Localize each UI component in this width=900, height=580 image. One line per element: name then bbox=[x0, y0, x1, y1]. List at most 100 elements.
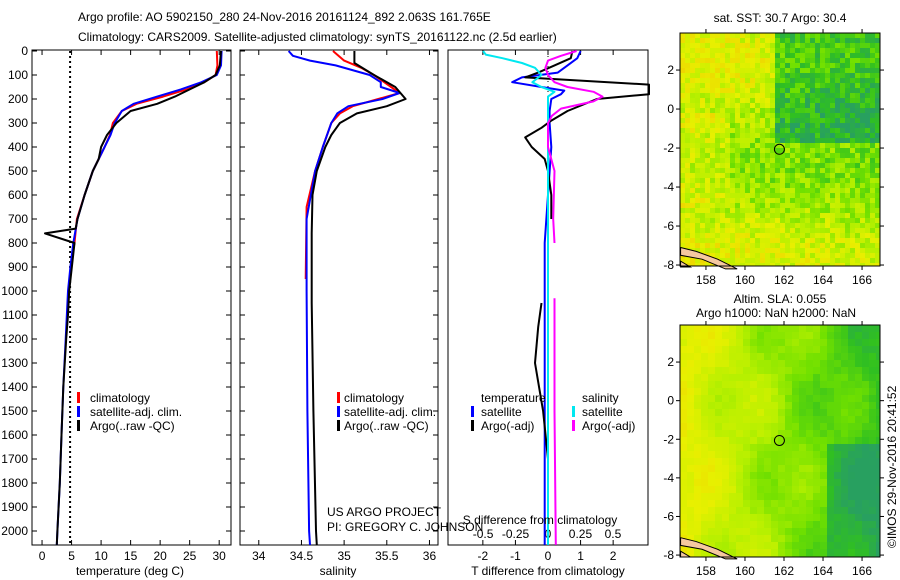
map-cell bbox=[735, 258, 741, 264]
map-cell bbox=[869, 521, 877, 529]
map-cell bbox=[855, 416, 863, 424]
map-cell bbox=[875, 113, 881, 119]
map-cell bbox=[795, 138, 801, 144]
map-cell bbox=[800, 43, 806, 49]
map-cell bbox=[755, 253, 761, 259]
map-cell bbox=[722, 521, 730, 529]
map-cell bbox=[835, 53, 841, 59]
map-cell bbox=[815, 183, 821, 189]
map-cell bbox=[841, 381, 849, 389]
map-cell bbox=[848, 437, 856, 445]
map-cell bbox=[743, 360, 751, 368]
map-cell bbox=[792, 367, 800, 375]
map-cell bbox=[820, 183, 826, 189]
map-cell bbox=[850, 143, 856, 149]
map-cell bbox=[735, 243, 741, 249]
map-cell bbox=[743, 493, 751, 501]
map-cell bbox=[855, 138, 861, 144]
map-cell bbox=[770, 43, 776, 49]
map-cell bbox=[805, 78, 811, 84]
map-cell bbox=[790, 33, 796, 39]
map-cell bbox=[785, 542, 793, 550]
map-cell bbox=[720, 103, 726, 109]
depth-tick-label: 900 bbox=[8, 260, 28, 274]
map-cell bbox=[820, 203, 826, 209]
map-cell bbox=[835, 128, 841, 134]
map-cell bbox=[730, 118, 736, 124]
map-cell bbox=[855, 451, 863, 459]
map-cell bbox=[775, 263, 781, 267]
map-cell bbox=[799, 374, 807, 382]
map-cell bbox=[750, 143, 756, 149]
map-cell bbox=[755, 53, 761, 59]
map-cell bbox=[820, 388, 828, 396]
map-cell bbox=[835, 148, 841, 154]
map-cell bbox=[805, 63, 811, 69]
map-cell bbox=[790, 98, 796, 104]
map-cell bbox=[764, 360, 772, 368]
map-cell bbox=[700, 238, 706, 244]
map-cell bbox=[845, 58, 851, 64]
map-cell bbox=[680, 367, 688, 375]
map-cell bbox=[730, 138, 736, 144]
map-cell bbox=[705, 108, 711, 114]
map-cell bbox=[830, 98, 836, 104]
map-cell bbox=[705, 198, 711, 204]
map-cell bbox=[848, 535, 856, 543]
map-cell bbox=[701, 395, 709, 403]
x-tick-label: 20 bbox=[153, 549, 167, 563]
map-cell bbox=[770, 83, 776, 89]
legend-label: Argo(..raw -QC) bbox=[90, 419, 175, 433]
map-cell bbox=[820, 33, 826, 39]
map-cell bbox=[687, 325, 695, 333]
map-cell bbox=[735, 193, 741, 199]
map-cell bbox=[745, 178, 751, 184]
map-cell bbox=[865, 83, 871, 89]
map-cell bbox=[750, 193, 756, 199]
map-cell bbox=[876, 360, 881, 368]
map-cell bbox=[830, 213, 836, 219]
map-cell bbox=[785, 48, 791, 54]
map-cell bbox=[750, 58, 756, 64]
map-cell bbox=[780, 233, 786, 239]
map-cell bbox=[869, 395, 877, 403]
map-cell bbox=[806, 458, 814, 466]
map-cell bbox=[834, 353, 842, 361]
map-cell bbox=[715, 193, 721, 199]
depth-tick-label: 1700 bbox=[1, 452, 28, 466]
map-cell bbox=[855, 208, 861, 214]
map-cell bbox=[695, 113, 701, 119]
map-cell bbox=[685, 263, 691, 267]
map-cell bbox=[775, 138, 781, 144]
map-cell bbox=[700, 263, 706, 267]
map-cell bbox=[848, 402, 856, 410]
map-cell bbox=[860, 218, 866, 224]
map-cell bbox=[827, 514, 835, 522]
map-cell bbox=[785, 248, 791, 254]
map-cell bbox=[755, 163, 761, 169]
map-cell bbox=[705, 68, 711, 74]
map-cell bbox=[825, 258, 831, 264]
map-cell bbox=[800, 218, 806, 224]
map-cell bbox=[715, 78, 721, 84]
map-cell bbox=[834, 542, 842, 550]
map-cell bbox=[870, 253, 876, 259]
map-cell bbox=[840, 193, 846, 199]
map-cell bbox=[685, 188, 691, 194]
map-cell bbox=[701, 423, 709, 431]
map-cell bbox=[834, 549, 842, 557]
map-cell bbox=[736, 542, 744, 550]
map-cell bbox=[855, 332, 863, 340]
map-cell bbox=[755, 143, 761, 149]
map-cell bbox=[785, 263, 791, 267]
map-cell bbox=[715, 148, 721, 154]
map-cell bbox=[770, 118, 776, 124]
map-cell bbox=[850, 178, 856, 184]
map-cell bbox=[735, 58, 741, 64]
map-cell bbox=[806, 346, 814, 354]
map-cell bbox=[785, 416, 793, 424]
map-cell bbox=[810, 128, 816, 134]
map-cell bbox=[750, 178, 756, 184]
map-cell bbox=[687, 416, 695, 424]
